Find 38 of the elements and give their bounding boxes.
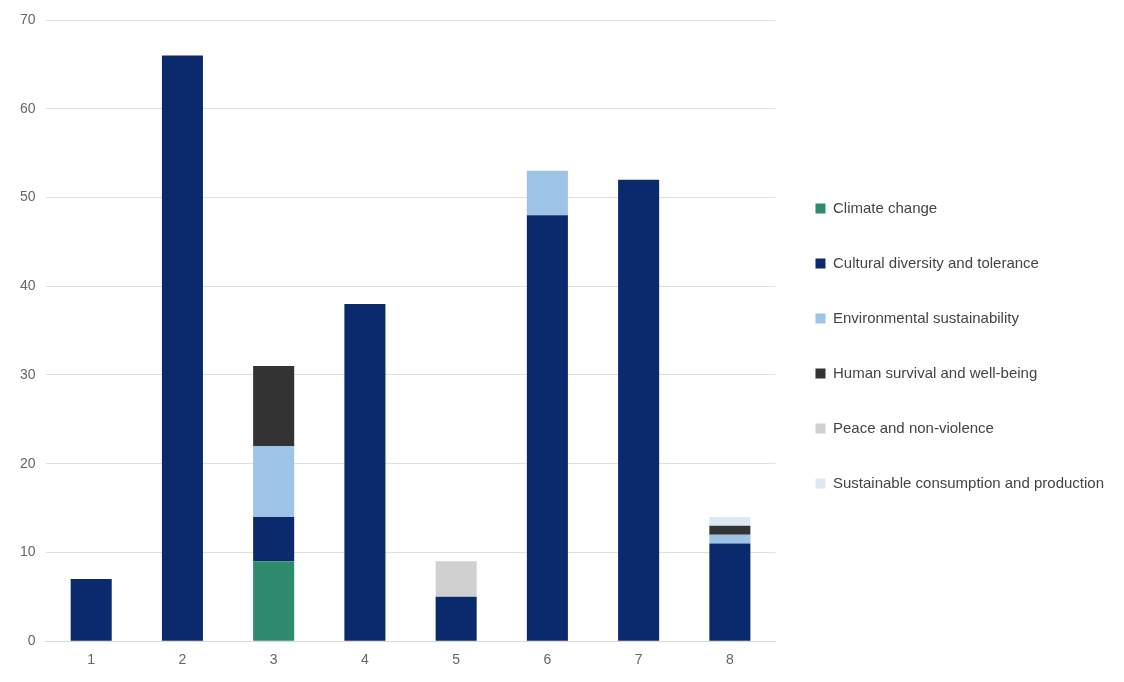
- y-tick-label: 60: [19, 99, 36, 116]
- legend-label: Sustainable consumption and production: [832, 473, 1105, 491]
- bar: [253, 445, 295, 517]
- bar: [253, 561, 295, 641]
- legend-label: Environmental sustainability: [832, 308, 1020, 326]
- bar: [709, 516, 751, 526]
- bar: [161, 55, 203, 641]
- y-tick-label: 20: [19, 454, 36, 471]
- bar: [253, 366, 295, 446]
- y-tick-label: 0: [27, 632, 36, 649]
- y-tick-label: 70: [19, 10, 36, 27]
- bar: [709, 543, 751, 641]
- bar: [709, 534, 751, 544]
- bar: [435, 561, 477, 597]
- x-tick-label: 4: [361, 651, 370, 668]
- x-tick-label: 5: [452, 651, 461, 668]
- x-tick-label: 1: [87, 651, 96, 668]
- y-tick-label: 30: [19, 365, 36, 382]
- bar: [526, 170, 568, 216]
- y-tick-label: 40: [19, 277, 36, 294]
- x-tick-label: 6: [543, 651, 552, 668]
- bar: [253, 516, 295, 562]
- legend-label: Climate change: [832, 198, 938, 216]
- x-tick-label: 7: [634, 651, 643, 668]
- legend-label: Human survival and well-being: [832, 363, 1038, 381]
- x-tick-label: 2: [178, 651, 187, 668]
- bar: [435, 596, 477, 641]
- bar: [709, 525, 751, 535]
- legend-label: Peace and non-violence: [832, 418, 994, 436]
- y-tick-label: 50: [19, 188, 36, 205]
- bar: [526, 215, 568, 641]
- legend-label: Cultural diversity and tolerance: [832, 253, 1039, 271]
- x-tick-label: 8: [725, 651, 734, 668]
- bar: [344, 303, 386, 641]
- bar: [618, 179, 660, 641]
- y-tick-label: 10: [19, 543, 36, 560]
- x-tick-label: 3: [269, 651, 278, 668]
- bar: [70, 579, 112, 641]
